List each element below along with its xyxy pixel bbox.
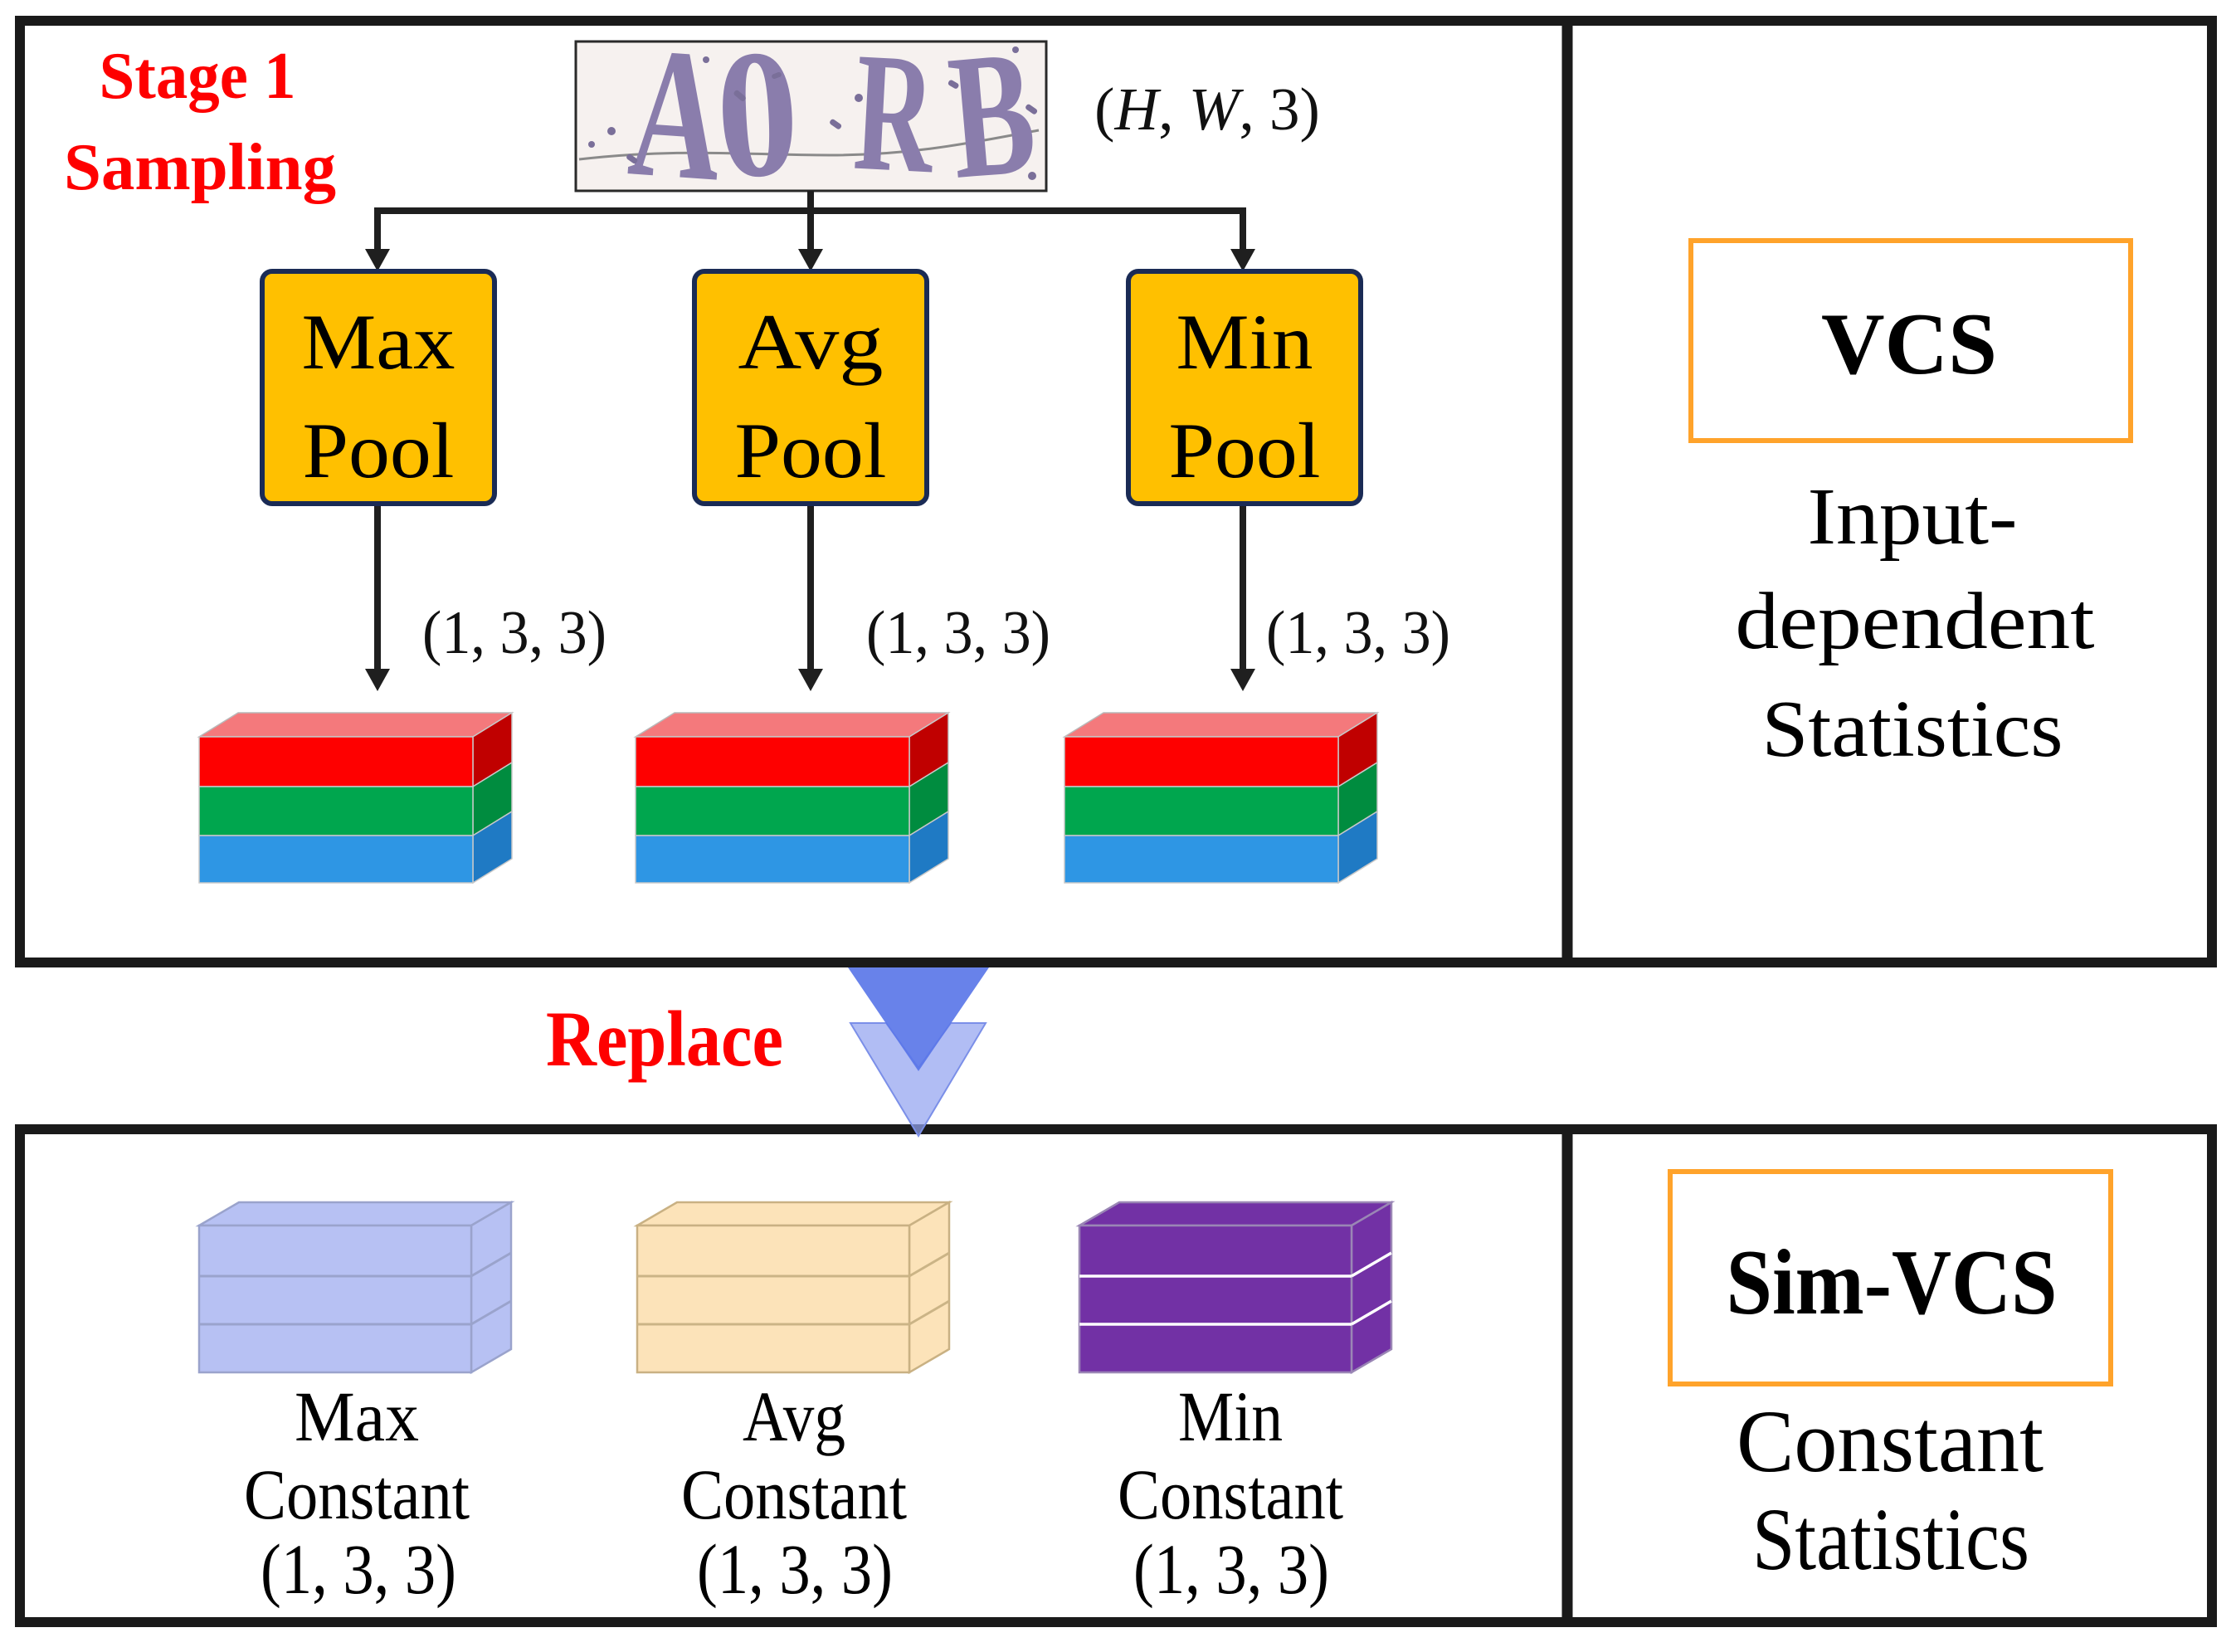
svg-text:Max: Max bbox=[302, 298, 455, 386]
svg-text:Constant: Constant bbox=[1737, 1393, 2044, 1491]
svg-text:Min: Min bbox=[1178, 1377, 1283, 1456]
svg-text:(1, 3, 3): (1, 3, 3) bbox=[1133, 1529, 1329, 1609]
svg-text:Min: Min bbox=[1176, 298, 1313, 386]
svg-text:0: 0 bbox=[712, 11, 804, 217]
svg-text:B: B bbox=[943, 12, 1042, 217]
svg-text:Stage 1: Stage 1 bbox=[100, 40, 296, 113]
svg-text:(1, 3, 3): (1, 3, 3) bbox=[422, 599, 606, 667]
svg-text:Pool: Pool bbox=[735, 407, 887, 495]
svg-text:Replace: Replace bbox=[546, 995, 783, 1083]
svg-text:(1, 3, 3): (1, 3, 3) bbox=[1266, 599, 1450, 667]
svg-text:Max: Max bbox=[295, 1377, 419, 1456]
svg-text:Constant: Constant bbox=[244, 1455, 470, 1534]
svg-text:A: A bbox=[624, 7, 729, 220]
svg-text:Pool: Pool bbox=[1169, 407, 1321, 495]
svg-text:R: R bbox=[850, 17, 940, 210]
svg-text:Statistics: Statistics bbox=[1752, 1491, 2029, 1589]
svg-text:(H, W, 3): (H, W, 3) bbox=[1094, 76, 1320, 143]
svg-text:Pool: Pool bbox=[303, 407, 455, 495]
svg-text:(1, 3, 3): (1, 3, 3) bbox=[697, 1529, 893, 1609]
svg-text:Constant: Constant bbox=[681, 1455, 907, 1534]
svg-text:VCS: VCS bbox=[1821, 295, 1997, 392]
svg-text:Avg: Avg bbox=[743, 1377, 845, 1456]
svg-text:dependent: dependent bbox=[1736, 577, 2095, 666]
svg-text:Sim-VCS: Sim-VCS bbox=[1727, 1231, 2058, 1334]
svg-text:(1, 3, 3): (1, 3, 3) bbox=[866, 599, 1050, 667]
svg-text:Avg: Avg bbox=[738, 298, 884, 386]
svg-text:Sampling: Sampling bbox=[64, 131, 336, 204]
svg-text:Constant: Constant bbox=[1118, 1455, 1343, 1534]
svg-text:Statistics: Statistics bbox=[1762, 685, 2063, 774]
svg-text:Input-: Input- bbox=[1808, 472, 2018, 562]
svg-text:(1, 3, 3): (1, 3, 3) bbox=[261, 1529, 456, 1609]
